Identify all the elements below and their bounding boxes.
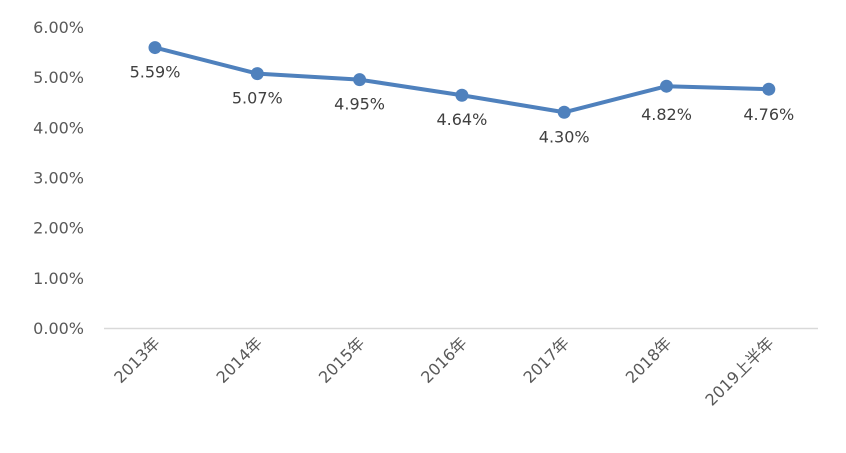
- data-label: 4.30%: [539, 127, 590, 146]
- data-point: [353, 73, 367, 87]
- data-label: 5.59%: [130, 63, 181, 82]
- data-point: [455, 88, 469, 102]
- x-tick-label: 2017年: [519, 333, 573, 387]
- data-point: [250, 67, 264, 81]
- data-point: [762, 82, 776, 96]
- x-tick-label: 2018年: [622, 333, 676, 387]
- y-tick-label: 3.00%: [33, 169, 84, 188]
- x-tick-label: 2014年: [213, 333, 267, 387]
- data-label: 4.76%: [743, 105, 794, 124]
- data-label: 4.95%: [334, 95, 385, 114]
- y-tick-label: 2.00%: [33, 219, 84, 238]
- data-point: [148, 41, 162, 55]
- data-point: [557, 105, 571, 119]
- x-tick-label: 2015年: [315, 333, 369, 387]
- x-tick-label: 2013年: [110, 333, 164, 387]
- y-tick-label: 4.00%: [33, 118, 84, 137]
- y-tick-label: 1.00%: [33, 269, 84, 288]
- y-tick-label: 6.00%: [33, 18, 84, 37]
- data-label: 5.07%: [232, 89, 283, 108]
- data-label: 4.82%: [641, 105, 692, 124]
- y-tick-label: 0.00%: [33, 319, 84, 338]
- y-tick-label: 5.00%: [33, 68, 84, 87]
- x-tick-label: 2016年: [417, 333, 471, 387]
- data-label: 4.64%: [436, 110, 487, 129]
- x-tick-label: 2019上半年: [701, 333, 777, 409]
- data-point: [660, 79, 673, 93]
